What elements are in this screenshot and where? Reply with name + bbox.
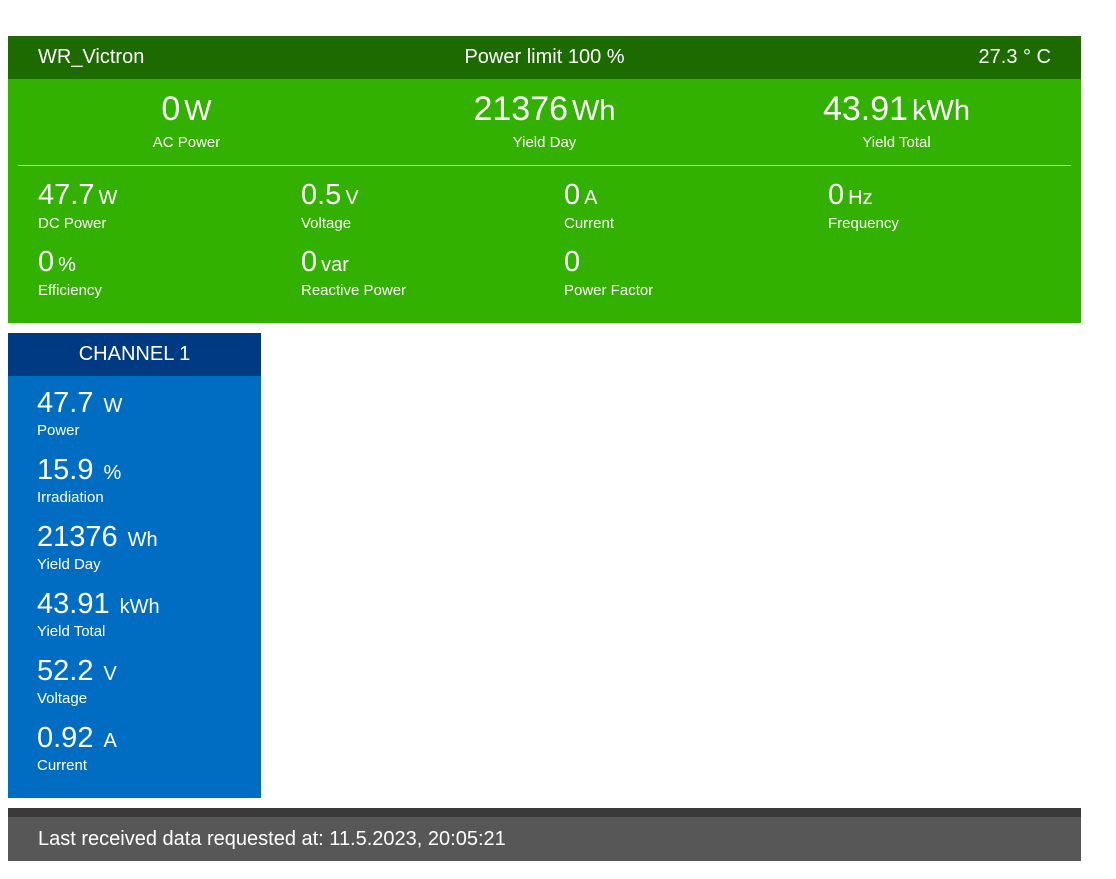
channel-unit: A: [103, 730, 117, 752]
channel-voltage: 52.2 V Voltage: [37, 656, 117, 707]
metric-label: Voltage: [301, 215, 352, 232]
total-unit: W: [184, 95, 212, 127]
metric-label: Power Factor: [564, 282, 654, 299]
metric-voltage: 0.5 V Voltage: [301, 180, 359, 232]
channel-current: 0.92 A Current: [37, 723, 117, 774]
channel-yield-day: 21376 Wh Yield Day: [37, 522, 158, 573]
metric-label: DC Power: [38, 215, 107, 232]
metric-value: 0: [828, 179, 845, 211]
metric-unit: A: [584, 187, 598, 209]
total-yield-total: 43.91 kWh Yield Total: [718, 91, 1075, 151]
metric-reactive-power: 0 var Reactive Power: [301, 247, 406, 299]
channel-unit: kWh: [119, 596, 160, 618]
total-yield-day: 21376 Wh Yield Day: [366, 91, 723, 151]
channel-value: 0.92: [37, 722, 94, 754]
total-label: Yield Total: [862, 134, 931, 151]
channel-label: Irradiation: [37, 489, 104, 506]
inverter-name: WR_Victron: [38, 46, 145, 68]
metric-value: 47.7: [38, 179, 95, 211]
metric-label: Current: [564, 215, 615, 232]
metric-unit: V: [345, 187, 359, 209]
total-label: AC Power: [152, 134, 221, 151]
metric-unit: Hz: [848, 187, 873, 209]
channel-value: 52.2: [37, 655, 94, 687]
total-value: 43.91: [822, 90, 909, 128]
channel-unit: V: [103, 663, 117, 685]
metric-power-factor: 0 Power Factor: [564, 247, 653, 299]
metric-unit: var: [321, 254, 349, 276]
divider: [18, 165, 1071, 166]
status-footer: Last received data requested at: 11.5.20…: [8, 808, 1081, 861]
channel-value: 47.7: [37, 387, 94, 419]
channel-value: 15.9: [37, 454, 94, 486]
channel-unit: W: [103, 395, 123, 417]
metric-label: Frequency: [828, 215, 899, 232]
total-unit: kWh: [912, 95, 971, 127]
channel-value: 43.91: [37, 588, 110, 620]
total-unit: Wh: [572, 95, 616, 127]
channel-label: Yield Total: [37, 623, 106, 640]
metric-value: 0: [564, 179, 581, 211]
footer-strip: [8, 808, 1081, 817]
total-label: Yield Day: [512, 134, 577, 151]
channel-label: Voltage: [37, 690, 88, 707]
metric-frequency: 0 Hz Frequency: [828, 180, 899, 232]
total-value: 0: [161, 90, 181, 128]
metric-value: 0: [301, 246, 318, 278]
metric-efficiency: 0% Efficiency: [38, 247, 102, 299]
metric-value: 0: [38, 246, 55, 278]
metric-dc-power: 47.7 W DC Power: [38, 180, 117, 232]
power-limit: Power limit 100 %: [464, 46, 625, 68]
channel-power: 47.7 W Power: [37, 388, 122, 439]
channel-value: 21376: [37, 521, 118, 553]
channel-label: Yield Day: [37, 556, 101, 573]
inverter-temperature: 27.3 ° C: [978, 46, 1051, 68]
total-value: 21376: [473, 90, 569, 128]
channel-panel: 47.7 W Power 15.9% Irradiation 21376 Wh Yi…: [8, 376, 261, 798]
channel-title: CHANNEL 1: [8, 333, 261, 376]
metric-unit: %: [58, 254, 76, 276]
channel-unit: Wh: [127, 529, 158, 551]
channel-label: Power: [37, 422, 80, 439]
channel-unit: %: [103, 462, 122, 484]
inverter-header: WR_Victron Power limit 100 % 27.3 ° C: [8, 36, 1081, 79]
channel-yield-total: 43.91 kWh Yield Total: [37, 589, 160, 640]
metric-value: 0.5: [301, 179, 342, 211]
last-update-text: Last received data requested at: 11.5.20…: [38, 828, 506, 850]
metric-unit: W: [98, 187, 118, 209]
channel-irradiation: 15.9% Irradiation: [37, 455, 121, 506]
metric-label: Efficiency: [38, 282, 102, 299]
channel-label: Current: [37, 757, 88, 774]
metric-label: Reactive Power: [301, 282, 407, 299]
metric-value: 0: [564, 246, 581, 278]
